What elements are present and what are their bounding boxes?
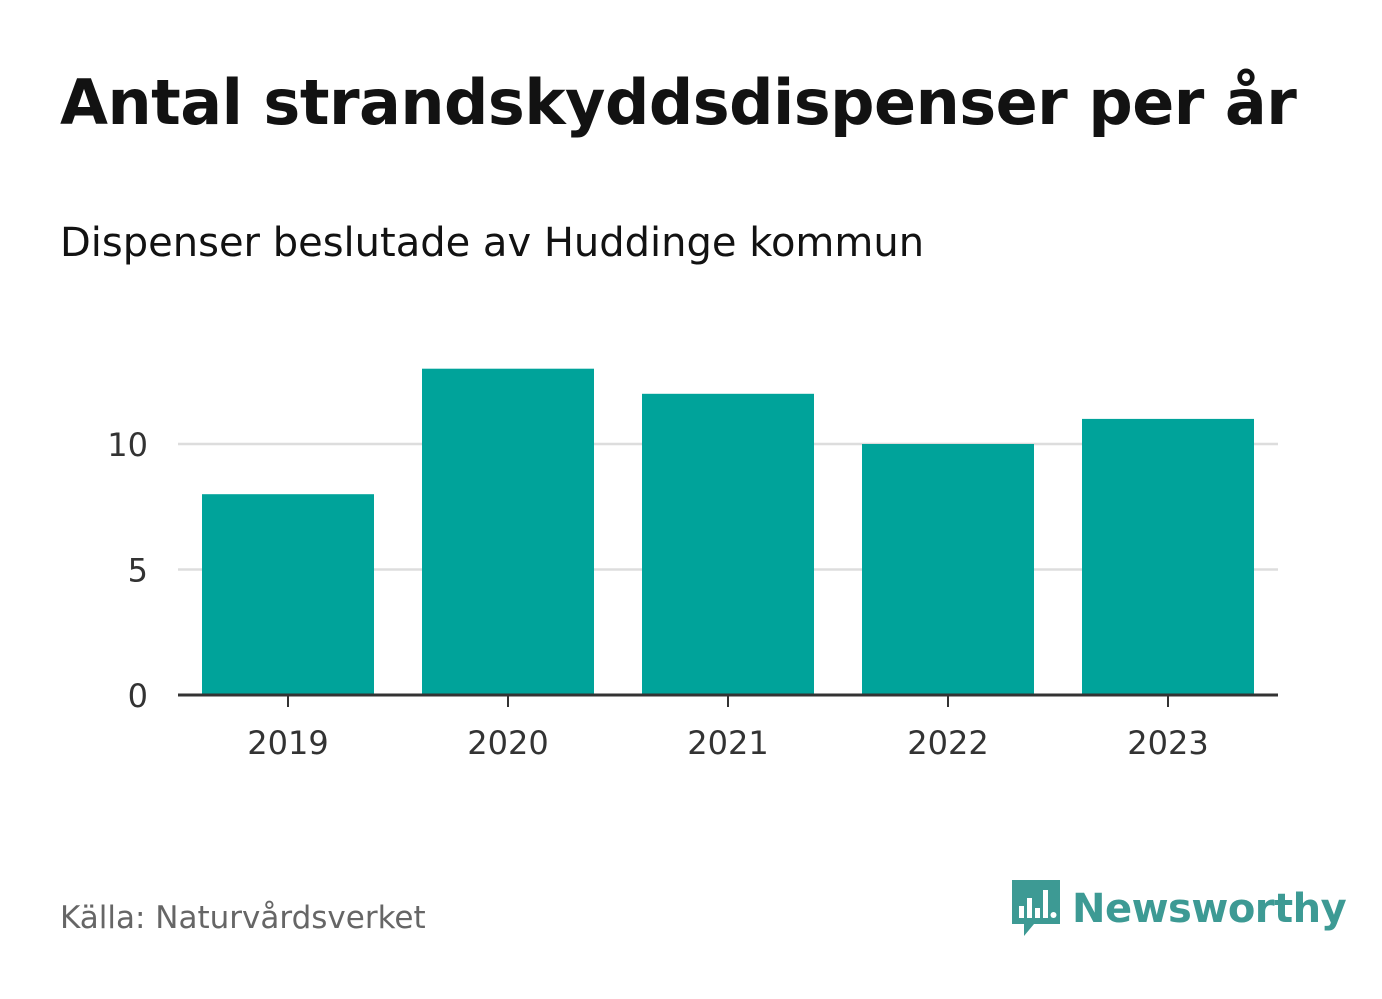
chart-title: Antal strandskyddsdispenser per år	[60, 66, 1297, 139]
x-tick-label: 2019	[247, 724, 328, 762]
brand-name: Newsworthy	[1072, 886, 1347, 932]
x-tick-label: 2022	[907, 724, 988, 762]
bar-2021	[642, 393, 814, 695]
bar-2022	[862, 444, 1034, 695]
bar-2019	[202, 494, 374, 695]
newsworthy-logo-icon	[1010, 876, 1062, 942]
bar-2023	[1082, 418, 1254, 695]
source-note: Källa: Naturvårdsverket	[60, 900, 426, 936]
y-tick-label: 5	[128, 552, 148, 590]
x-tick-label: 2023	[1127, 724, 1208, 762]
y-tick-label: 10	[107, 426, 148, 464]
brand-logo: Newsworthy	[1010, 876, 1347, 942]
y-tick-label: 0	[128, 677, 148, 715]
chart-subtitle: Dispenser beslutade av Huddinge kommun	[60, 220, 925, 266]
x-tick-label: 2021	[687, 724, 768, 762]
x-tick-label: 2020	[467, 724, 548, 762]
bar-2020	[422, 368, 594, 695]
